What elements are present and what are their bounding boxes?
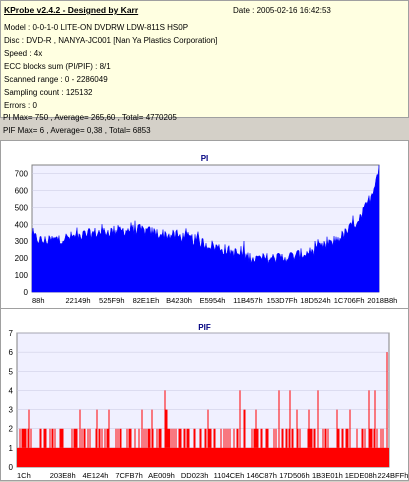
info-pif-summary: PIF Max= 6 , Average= 0,38 , Total= 6853 bbox=[3, 126, 151, 135]
pif-x-tick-label: 1B3E01h bbox=[312, 471, 343, 480]
pi-x-tick-label: 82E1Eh bbox=[133, 296, 160, 305]
pi-chart-panel: PI 0 100 200 300 400 500 600 700 88h 22149h 525F9h… bbox=[0, 140, 409, 313]
pi-y-tick-label: 300 bbox=[15, 237, 29, 246]
scan-date: Date : 2005-02-16 16:42:53 bbox=[233, 6, 331, 15]
pif-y-tick-label: 1 bbox=[9, 444, 14, 453]
pif-series-base bbox=[17, 447, 389, 467]
pif-x-tick-label: 7CFB7h bbox=[115, 471, 143, 480]
info-speed: Speed : 4x bbox=[4, 49, 43, 58]
pi-x-tick-label: 22149h bbox=[66, 296, 91, 305]
info-errors: Errors : 0 bbox=[4, 101, 37, 110]
pif-y-tick-label: 0 bbox=[9, 463, 14, 472]
pif-chart-panel: PIF 0 1 2 3 4 5 6 7 1Ch 203E8h 4E124h 7CFB7h AE009h D… bbox=[0, 308, 409, 481]
pi-chart: 0 100 200 300 400 500 600 700 88h 22149h 525F9h 82E… bbox=[15, 164, 397, 305]
info-disc: Disc : DVD-R , NANYA-JC001 [Nan Ya Plast… bbox=[4, 36, 218, 45]
pif-x-tick-label: 203E8h bbox=[50, 471, 76, 480]
pi-x-tick-label: 11B457h bbox=[233, 296, 262, 305]
pif-plot-area bbox=[16, 332, 390, 468]
pif-y-tick-label: 2 bbox=[9, 425, 14, 434]
info-ecc-blocks: ECC blocks sum (PI/PIF) : 8/1 bbox=[4, 62, 111, 71]
disc-info-panel: KProbe v2.4.2 - Designed by Karr Date : … bbox=[0, 0, 409, 118]
pif-x-tick-label: 146C87h bbox=[246, 471, 276, 480]
pif-y-tick-label: 3 bbox=[9, 406, 14, 415]
pif-x-tick-label: DD023h bbox=[181, 471, 209, 480]
pi-x-tick-label: E5954h bbox=[200, 296, 226, 305]
pi-x-tick-label: 88h bbox=[32, 296, 45, 305]
pi-x-tick-label: 2018B8h bbox=[367, 296, 397, 305]
pi-x-tick-label: 153D7Fh bbox=[267, 296, 298, 305]
pi-chart-title: PI bbox=[200, 154, 209, 163]
info-scanned-range: Scanned range : 0 - 2286049 bbox=[4, 75, 108, 84]
pi-y-tick-label: 0 bbox=[24, 288, 29, 297]
app-title-link[interactable]: KProbe v2.4.2 - Designed by Karr bbox=[4, 5, 139, 15]
pif-x-tick-label: 17D506h bbox=[279, 471, 309, 480]
pi-x-tick-label: 18D524h bbox=[300, 296, 330, 305]
pi-series-area bbox=[31, 165, 380, 293]
pif-chart-title: PIF bbox=[198, 323, 211, 332]
pif-x-tick-label: 1EDE08h bbox=[345, 471, 377, 480]
pi-y-tick-label: 200 bbox=[15, 254, 29, 263]
pi-y-tick-label: 400 bbox=[15, 220, 29, 229]
pif-x-tick-label: 224BFFh bbox=[378, 471, 408, 480]
pi-y-tick-label: 700 bbox=[15, 169, 29, 178]
info-model: Model : 0-0-1-0 LITE-ON DVDRW LDW-811S H… bbox=[4, 23, 189, 32]
pif-x-tick-label: AE009h bbox=[148, 471, 175, 480]
pi-y-tick-label: 600 bbox=[15, 186, 29, 195]
pi-y-tick-label: 500 bbox=[15, 203, 29, 212]
pif-x-tick-label: 4E124h bbox=[83, 471, 109, 480]
pi-y-tick-label: 100 bbox=[15, 271, 29, 280]
pif-y-tick-label: 6 bbox=[9, 348, 14, 357]
pif-y-tick-label: 7 bbox=[9, 329, 14, 338]
pi-x-tick-label: 525F9h bbox=[99, 296, 124, 305]
pif-x-tick-label: 1104CEh bbox=[214, 471, 245, 480]
info-sampling-count: Sampling count : 125132 bbox=[4, 88, 93, 97]
pif-x-tick-label: 1Ch bbox=[17, 471, 31, 480]
pif-chart: 0 1 2 3 4 5 6 7 1Ch 203E8h 4E124h 7CFB7h AE009h DD023… bbox=[9, 329, 409, 480]
pif-y-tick-label: 4 bbox=[9, 386, 14, 395]
pi-x-tick-label: 1C706Fh bbox=[334, 296, 365, 305]
pif-y-tick-label: 5 bbox=[9, 367, 14, 376]
pi-x-tick-label: B4230h bbox=[166, 296, 192, 305]
info-pi-summary: PI Max= 750 , Average= 265,60 , Total= 4… bbox=[3, 113, 177, 122]
